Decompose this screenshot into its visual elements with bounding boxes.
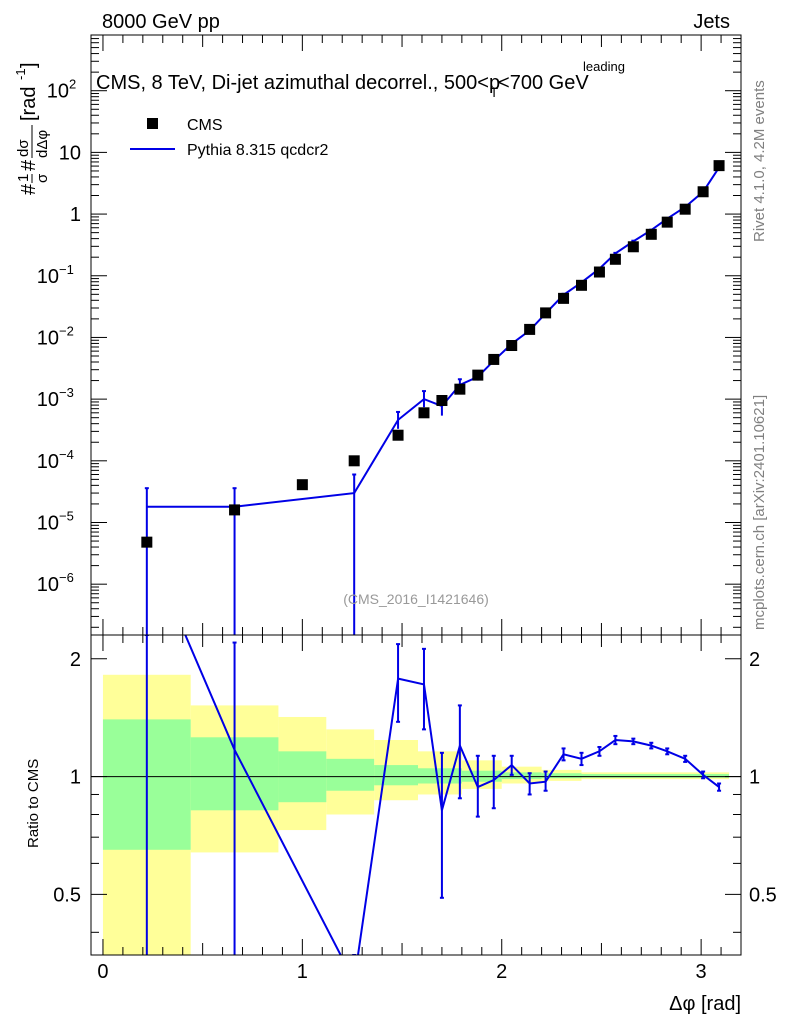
top-y-tick-label: 10 xyxy=(37,266,59,288)
cms-data-point xyxy=(436,395,448,407)
x-tick-label: 2 xyxy=(496,961,507,983)
y-title-sigma: σ xyxy=(34,173,51,183)
cms-data-point xyxy=(348,455,360,467)
cms-data-point xyxy=(645,228,657,240)
top-y-tick-exponent: −4 xyxy=(59,447,74,462)
legend: CMS Pythia 8.315 qcdcr2 xyxy=(130,117,329,159)
cms-data-point xyxy=(661,216,673,228)
top-y-tick-label: 10 xyxy=(59,142,81,164)
y-title-exp: -1 xyxy=(13,68,28,80)
legend-pythia-label: Pythia 8.315 qcdcr2 xyxy=(187,142,329,159)
category-label: Jets xyxy=(693,11,730,33)
cms-data-point xyxy=(488,353,500,365)
mcplots-label: mcplots.cern.ch [arXiv:2401.10621] xyxy=(751,395,768,630)
analysis-watermark: (CMS_2016_I1421646) xyxy=(343,591,489,607)
rivet-version-label: Rivet 4.1.0, 4.2M events xyxy=(751,80,768,242)
mc-line xyxy=(146,166,720,508)
top-series-layer xyxy=(141,160,725,635)
top-y-tick-exponent: −1 xyxy=(59,262,74,277)
y-title-unit: [rad xyxy=(18,87,40,121)
cms-data-point xyxy=(609,253,621,265)
ratio-band-green xyxy=(581,774,730,778)
y-title-close: ] xyxy=(18,62,40,68)
y-title-hash2: # xyxy=(18,159,40,171)
top-y-tick-label: 10 xyxy=(37,327,59,349)
top-y-tick-label: 10 xyxy=(37,574,59,596)
cms-data-point xyxy=(472,369,484,381)
top-y-tick-exponent: 2 xyxy=(69,77,76,92)
top-y-tick-label: 1 xyxy=(70,204,81,226)
top-y-tick-label: 10 xyxy=(47,81,69,103)
ratio-band-green xyxy=(326,758,375,791)
process-label: 8000 GeV pp xyxy=(102,11,220,33)
plot-title-main: CMS, 8 TeV, Di-jet azimuthal decorrel., … xyxy=(96,72,500,94)
cms-data-point xyxy=(506,340,518,352)
x-axis-title: Δφ [rad] xyxy=(669,993,741,1015)
x-tick-label: 1 xyxy=(297,961,308,983)
cms-data-point xyxy=(697,186,709,198)
cms-data-point xyxy=(627,241,639,253)
cms-data-point xyxy=(454,383,466,395)
y-title-hash: # xyxy=(18,183,40,195)
top-y-tick-exponent: −6 xyxy=(59,570,74,585)
top-y-tick-label: 10 xyxy=(37,512,59,534)
ratio-series-layer xyxy=(144,635,722,955)
ratio-y-tick-label-left: 1 xyxy=(70,767,81,789)
plot-title-sub: T xyxy=(490,85,498,100)
ratio-band-green xyxy=(374,765,418,786)
top-y-tick-exponent: −5 xyxy=(59,508,74,523)
y-title-num: dσ xyxy=(15,139,32,157)
plot-title: CMS, 8 TeV, Di-jet azimuthal decorrel., … xyxy=(96,72,589,100)
ratio-y-tick-label-right: 2 xyxy=(749,649,760,671)
legend-cms-marker xyxy=(147,118,158,129)
top-y-tick-exponent: −3 xyxy=(59,385,74,400)
cms-data-point xyxy=(593,266,605,278)
cms-data-point xyxy=(524,323,536,335)
ratio-plot-panel: 0.5 0.5 1 1 2 2 0 1 2 3 Ratio to CMS Δφ [rad] xyxy=(25,634,777,1015)
top-y-tick-label: 10 xyxy=(37,389,59,411)
x-tick-label: 3 xyxy=(696,961,707,983)
top-y-axis-title: # 1 σ # dσ dΔφ [rad -1 ] xyxy=(13,62,51,195)
cms-data-point xyxy=(141,536,153,548)
cms-data-point xyxy=(713,160,725,172)
ratio-y-tick-label-right: 0.5 xyxy=(749,884,777,906)
ratio-y-tick-label-right: 1 xyxy=(749,767,760,789)
cms-data-point xyxy=(229,504,241,516)
plot-title-tail: <700 GeV xyxy=(498,72,589,94)
x-tick-label: 0 xyxy=(97,961,108,983)
y-title-den: dΔφ xyxy=(34,130,51,158)
ratio-y-tick-label-left: 2 xyxy=(70,649,81,671)
ratio-y-tick-label-left: 0.5 xyxy=(53,884,81,906)
top-y-ticks xyxy=(91,34,741,635)
legend-cms-label: CMS xyxy=(187,117,223,134)
cms-data-point xyxy=(418,407,430,419)
cms-data-point xyxy=(540,307,552,319)
cms-data-point xyxy=(392,429,404,441)
cms-data-point xyxy=(296,479,308,491)
ratio-ticks: 0.5 0.5 1 1 2 2 0 1 2 3 xyxy=(53,635,777,983)
top-y-tick-exponent: −2 xyxy=(59,323,74,338)
plot-title-sup: leading xyxy=(583,59,625,74)
ratio-y-axis-title: Ratio to CMS xyxy=(25,759,42,848)
ratio-band-green xyxy=(417,768,462,784)
cms-data-point xyxy=(679,203,691,215)
cms-data-point xyxy=(575,279,587,291)
y-title-one: 1 xyxy=(15,174,32,182)
cms-data-point xyxy=(558,292,570,304)
ratio-band-green xyxy=(541,773,582,779)
top-y-tick-label: 10 xyxy=(37,451,59,473)
ratio-uncertainty-bands xyxy=(102,674,730,955)
ratio-line xyxy=(184,635,720,955)
ratio-plot-frame xyxy=(90,634,742,956)
